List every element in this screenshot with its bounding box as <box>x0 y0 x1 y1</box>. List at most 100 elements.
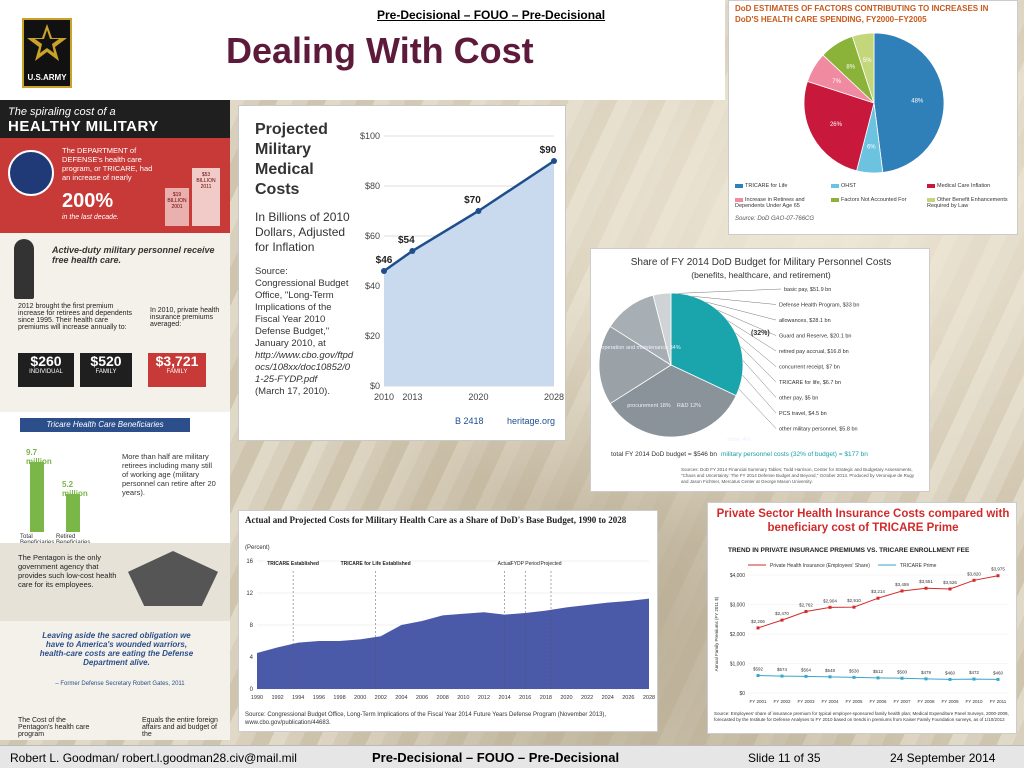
data-label: $3,214 <box>871 589 885 594</box>
data-label: $2,762 <box>799 603 813 608</box>
price-private-family: $3,721 FAMILY <box>148 353 206 387</box>
active-duty-section: Active-duty military personnel receive f… <box>0 233 230 303</box>
price-value: $260 <box>30 353 62 369</box>
x-tick-label: 2010 <box>457 695 469 701</box>
callout-line <box>705 301 777 321</box>
legend-label: Increase in Retirees and Dependents Unde… <box>735 197 805 209</box>
price-unit: FAMILY <box>166 369 188 375</box>
price-individual: $260 INDIVIDUAL <box>18 353 74 387</box>
infographic-headline-1: The spiraling cost of a <box>8 106 116 118</box>
x-tick-label: FY 2007 <box>894 699 911 704</box>
y-tick-label: $4,000 <box>730 573 746 579</box>
data-label: $2,904 <box>823 598 837 603</box>
data-label: $3,459 <box>895 582 909 587</box>
data-point <box>852 675 856 679</box>
beneficiaries-value-total: 9.7 million <box>26 448 52 466</box>
legend-swatch <box>735 197 743 202</box>
quote-section: Leaving aside the sacred obligation we h… <box>0 621 230 713</box>
annotation-label: TRICARE Established <box>267 561 319 567</box>
data-point <box>972 578 976 582</box>
fy2014-personnel-total: military personnel costs (32% of budget)… <box>721 451 868 458</box>
x-tick-label: FY 2003 <box>798 699 815 704</box>
infographic-header: The spiraling cost of a HEALTHY MILITARY <box>0 100 230 138</box>
x-tick-label: 2010 <box>374 392 394 402</box>
pie-slice-label: procurement 18% <box>627 403 671 409</box>
callout-line <box>742 374 777 414</box>
coin-2011: $53 BILLION 2011 <box>192 168 220 226</box>
increase-note: in the last decade. <box>62 214 119 221</box>
y-tick-label: $3,000 <box>730 603 746 609</box>
data-point <box>852 605 856 609</box>
projected-footer-org[interactable]: heritage.org <box>507 416 556 426</box>
data-point <box>948 587 952 591</box>
callout-line <box>740 346 777 383</box>
data-label: $3,551 <box>919 579 933 584</box>
data-point <box>475 208 482 214</box>
data-point <box>780 618 784 622</box>
callout-line <box>678 288 782 294</box>
x-tick-label: 1996 <box>313 695 325 701</box>
data-label: $500 <box>897 669 908 674</box>
x-tick-label: FY 2004 <box>822 699 839 704</box>
legend-item: Medical Care Inflation <box>927 183 1019 189</box>
x-tick-label: FY 2001 <box>750 699 767 704</box>
data-point <box>804 610 808 614</box>
footer-date: 24 September 2014 <box>890 751 996 765</box>
y-tick-label: $0 <box>370 381 380 391</box>
army-logo: U.S.ARMY <box>22 18 72 88</box>
legend-item: TRICARE for Life <box>735 183 827 189</box>
x-tick-label: FY 2008 <box>918 699 935 704</box>
projected-source-url[interactable]: http://www.cbo.gov/ftpdocs/108xx/doc1085… <box>255 350 354 385</box>
data-point <box>551 158 557 164</box>
data-point <box>996 574 1000 578</box>
x-tick-label: 2012 <box>478 695 490 701</box>
callout-label: retired pay accrual, $16.8 bn <box>779 349 849 355</box>
pie-slice-label: 5% <box>863 58 872 64</box>
health-share-title: Actual and Projected Costs for Military … <box>245 515 627 525</box>
x-tick-label: FY 2005 <box>846 699 863 704</box>
callout-label: basic pay, $51.9 bn <box>784 287 831 293</box>
dod-factors-panel: DoD ESTIMATES OF FACTORS CONTRIBUTING TO… <box>728 0 1018 235</box>
price-value: $520 <box>90 353 122 369</box>
fy2014-subtitle: (benefits, healthcare, and retirement) <box>691 270 831 280</box>
cost-section: The Cost of the Pentagon's health care p… <box>0 713 230 740</box>
y-axis-label: Annual Family Premiums (FY 2011 $) <box>714 596 719 671</box>
data-label: $2,206 <box>751 619 765 624</box>
annotation-label: TRICARE for Life Established <box>341 561 411 567</box>
footer-slide-number: Slide 11 of 35 <box>748 751 821 765</box>
retirees-text: More than half are military retirees inc… <box>122 452 216 497</box>
y-tick-label: 12 <box>246 591 253 597</box>
data-label: $460 <box>945 670 956 675</box>
health-share-unit: (Percent) <box>245 545 270 551</box>
data-label: $3,820 <box>967 571 981 576</box>
y-tick-label: $60 <box>365 231 380 241</box>
data-label: $574 <box>777 667 788 672</box>
pie-slice-label: R&D 12% <box>677 403 701 409</box>
y-tick-label: 0 <box>250 687 254 693</box>
legend-label-private: Private Health Insurance (Employees' Sha… <box>770 563 870 569</box>
x-tick-label: 2022 <box>581 695 593 701</box>
fy2014-pie: operation and maintenance 34% procurement… <box>598 287 859 443</box>
legend-label: TRICARE for Life <box>745 183 788 189</box>
x-tick-label: 2008 <box>437 695 449 701</box>
x-tick-label: 2018 <box>540 695 552 701</box>
annotation-label: FYDP Period <box>511 561 540 567</box>
x-tick-label: 1990 <box>251 695 263 701</box>
series-line <box>757 575 999 629</box>
x-tick-label: 2024 <box>602 695 614 701</box>
projected-source: Source: Congressional Budget Office, "Lo… <box>255 266 355 398</box>
dod-factors-title: DoD ESTIMATES OF FACTORS CONTRIBUTING TO… <box>735 4 989 24</box>
x-tick-label: 2014 <box>498 695 510 701</box>
data-label: $530 <box>849 668 860 673</box>
data-label: $90 <box>540 145 557 156</box>
private-sector-title: Private Sector Health Insurance Costs co… <box>716 508 1010 534</box>
projected-footer-code: B 2418 <box>455 416 484 426</box>
projected-title: Projected Military Medical Costs <box>255 121 328 198</box>
x-tick-label: 2000 <box>354 695 366 701</box>
price-value: $3,721 <box>155 353 199 369</box>
slide-title: Dealing With Cost <box>226 30 534 71</box>
y-tick-label: 16 <box>246 559 253 565</box>
projected-source-date: (March 17, 2010). <box>255 386 330 397</box>
annotation-label: Actual <box>498 561 512 567</box>
series-line <box>383 159 555 273</box>
